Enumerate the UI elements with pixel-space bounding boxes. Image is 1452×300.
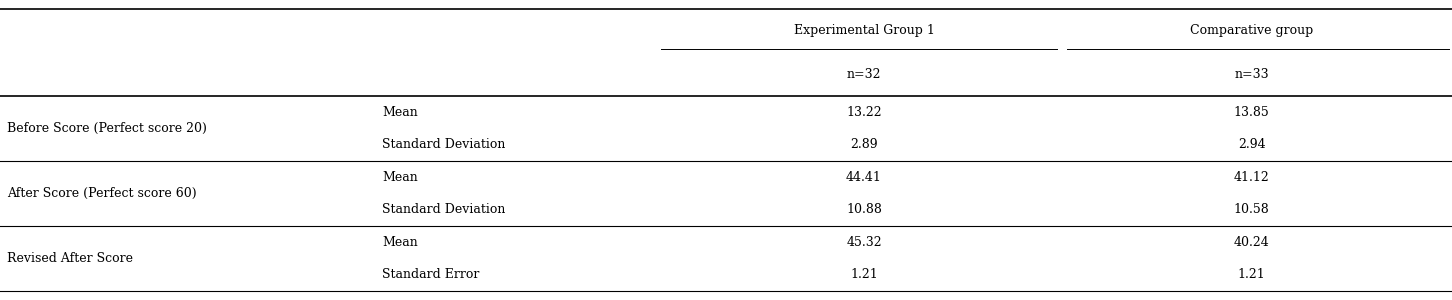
Text: Mean: Mean <box>382 236 418 249</box>
Text: 45.32: 45.32 <box>847 236 881 249</box>
Text: n=32: n=32 <box>847 68 881 81</box>
Text: Before Score (Perfect score 20): Before Score (Perfect score 20) <box>7 122 208 135</box>
Text: 1.21: 1.21 <box>849 268 878 281</box>
Text: 10.88: 10.88 <box>847 203 881 216</box>
Text: 10.58: 10.58 <box>1234 203 1269 216</box>
Text: 2.94: 2.94 <box>1237 138 1266 151</box>
Text: Comparative group: Comparative group <box>1191 24 1313 37</box>
Text: Standard Deviation: Standard Deviation <box>382 203 505 216</box>
Text: 40.24: 40.24 <box>1234 236 1269 249</box>
Text: Revised After Score: Revised After Score <box>7 252 134 265</box>
Text: Mean: Mean <box>382 106 418 119</box>
Text: n=33: n=33 <box>1234 68 1269 81</box>
Text: 41.12: 41.12 <box>1234 171 1269 184</box>
Text: Standard Error: Standard Error <box>382 268 479 281</box>
Text: Experimental Group 1: Experimental Group 1 <box>793 24 935 37</box>
Text: Mean: Mean <box>382 171 418 184</box>
Text: 1.21: 1.21 <box>1237 268 1266 281</box>
Text: After Score (Perfect score 60): After Score (Perfect score 60) <box>7 187 197 200</box>
Text: 13.22: 13.22 <box>847 106 881 119</box>
Text: 44.41: 44.41 <box>847 171 881 184</box>
Text: 2.89: 2.89 <box>849 138 878 151</box>
Text: Standard Deviation: Standard Deviation <box>382 138 505 151</box>
Text: 13.85: 13.85 <box>1234 106 1269 119</box>
